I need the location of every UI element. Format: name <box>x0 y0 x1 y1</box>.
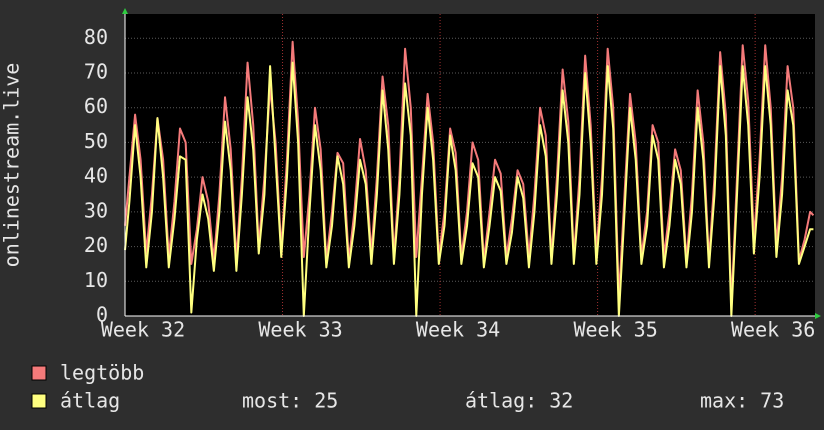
y-tick-label: 0 <box>96 303 108 327</box>
x-arrow <box>815 313 821 319</box>
labels: 0 10 20 30 40 50 60 70 80 Week 32 Week 33 Week 34 We… <box>84 25 815 342</box>
y-tick-label: 80 <box>84 25 108 49</box>
lines <box>124 40 815 317</box>
stat-label: max: <box>700 389 748 413</box>
stat-value: 73 <box>760 389 784 413</box>
y-tick-label: 30 <box>84 198 108 222</box>
y-tick-label: 10 <box>84 268 108 292</box>
legend-label: átlag <box>60 389 120 413</box>
y-tick-label: 20 <box>84 233 108 257</box>
series-line <box>124 61 814 317</box>
legend-swatch <box>31 365 47 381</box>
y-tick-label: 40 <box>84 164 108 188</box>
legend-label: legtöbb <box>60 361 144 385</box>
stat-label: most: <box>242 389 302 413</box>
x-tick-label: Week 36 <box>731 318 815 342</box>
stat-label: átlag: <box>465 389 537 413</box>
x-tick-label: Week 35 <box>573 318 657 342</box>
y-tick-label: 60 <box>84 94 108 118</box>
y-tick-label: 70 <box>84 60 108 84</box>
stat-value: 32 <box>549 389 573 413</box>
legend: legtöbb átlag most: 25 átlag: 32 max: 73 <box>31 361 784 413</box>
y-tick-label: 50 <box>84 129 108 153</box>
x-tick-label: Week 33 <box>258 318 342 342</box>
y-axis-label: onlinestream.live <box>0 63 24 268</box>
x-tick-label: Week 34 <box>416 318 500 342</box>
x-tick-label: Week 32 <box>101 318 185 342</box>
legend-swatch <box>31 393 47 409</box>
stat-value: 25 <box>314 389 338 413</box>
y-arrow <box>122 8 128 14</box>
